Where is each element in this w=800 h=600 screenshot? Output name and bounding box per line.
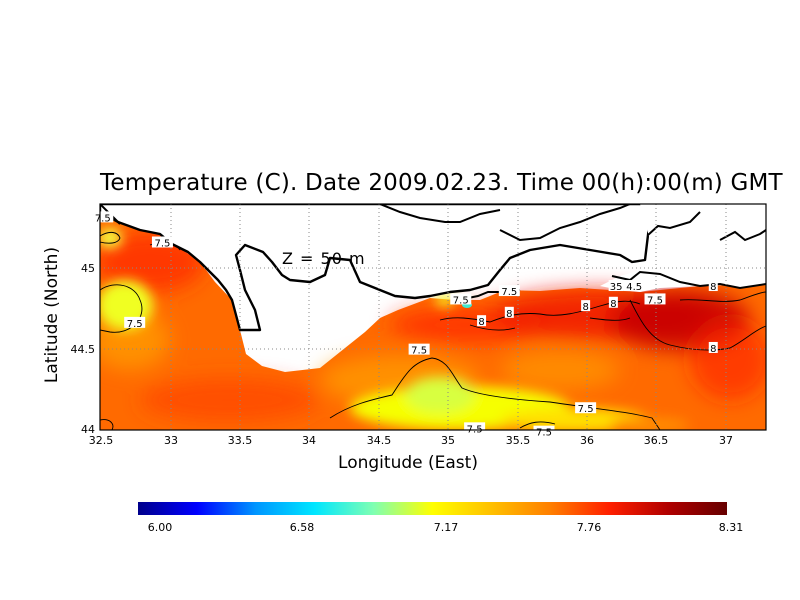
contour-label-bg <box>608 296 618 308</box>
contour-label: 8 <box>478 317 484 328</box>
contour-label: 8 <box>710 344 716 355</box>
x-tick-label: 33.5 <box>228 434 253 447</box>
contour-label: 35 <box>610 282 623 293</box>
contour-label: 8 <box>710 282 716 293</box>
x-tick-label: 37 <box>719 434 733 447</box>
contour-label-bg <box>575 402 597 414</box>
temperature-field <box>100 204 766 430</box>
y-tick-label: 44.5 <box>71 343 96 356</box>
x-tick-label: 33 <box>164 434 178 447</box>
plot-frame <box>99 203 767 431</box>
contour-label: 8 <box>506 309 512 320</box>
map-grid <box>100 204 766 430</box>
contour-label-bg <box>464 422 486 434</box>
x-tick-label: 36 <box>580 434 594 447</box>
colorbar-label: 7.17 <box>434 521 459 534</box>
contour-label-bg <box>608 280 624 292</box>
contour-label-bg <box>533 425 555 437</box>
contour-label-bg <box>450 293 472 305</box>
x-tick-label: 36.5 <box>644 434 669 447</box>
y-tick-label: 45 <box>81 262 95 275</box>
y-tick-label: 44 <box>81 423 95 436</box>
colorbar-label: 8.31 <box>719 521 744 534</box>
colorbar-label: 6.58 <box>290 521 315 534</box>
x-axis-title: Longitude (East) <box>338 453 478 473</box>
contour-label-bg <box>151 236 173 248</box>
colorbar <box>138 502 727 515</box>
contour-label-bg <box>92 211 114 223</box>
y-axis-title: Latitude (North) <box>42 247 62 383</box>
colorbar-labels: 6.00 6.58 7.17 7.76 8.31 <box>148 521 744 534</box>
contour-label: 8 <box>582 302 588 313</box>
contour-label-bg <box>708 341 718 353</box>
depth-label: Z = 50 m <box>282 249 366 268</box>
contour-label-bg <box>581 300 591 312</box>
y-tick-labels: 44 44.5 45 <box>71 262 96 436</box>
contour-label-bg <box>623 280 645 292</box>
contour-label-bg <box>477 315 487 327</box>
contour-label: 7.5 <box>127 319 143 330</box>
contour-label: 7.5 <box>154 239 170 250</box>
contour-label: 7.5 <box>453 295 469 306</box>
contour-label: 7.5 <box>578 404 594 415</box>
contour-label-bg <box>504 306 514 318</box>
contour-label: 8 <box>610 299 616 310</box>
colorbar-label: 7.76 <box>577 521 602 534</box>
contour-label: 7.5 <box>536 428 552 439</box>
colorbar-label: 6.00 <box>148 521 173 534</box>
coast-details <box>100 204 766 299</box>
contour-label: 7.5 <box>501 287 517 298</box>
x-tick-label: 34 <box>302 434 316 447</box>
contour-label: 7.5 <box>647 295 663 306</box>
contour-label: 7.5 <box>95 213 111 224</box>
contour-label: 7.5 <box>411 346 427 357</box>
x-tick-label: 32.5 <box>89 434 114 447</box>
x-tick-label: 34.5 <box>367 434 392 447</box>
x-tick-label: 35.5 <box>506 434 531 447</box>
x-tick-labels: 32.5 33 33.5 34 34.5 35 35.5 36 36.5 37 <box>89 434 733 447</box>
coastline <box>100 204 766 332</box>
contour-label-bg <box>708 280 718 292</box>
contour-label-bg <box>408 343 430 355</box>
contour-label: 4.5 <box>626 282 642 293</box>
contour-label-bg <box>644 293 666 305</box>
x-tick-label: 35 <box>441 434 455 447</box>
contour-label-bg <box>498 285 520 297</box>
taman-land <box>600 204 766 292</box>
map-title: Temperature (C). Date 2009.02.23. Time 0… <box>100 170 783 196</box>
contour-label-bg <box>124 316 146 328</box>
